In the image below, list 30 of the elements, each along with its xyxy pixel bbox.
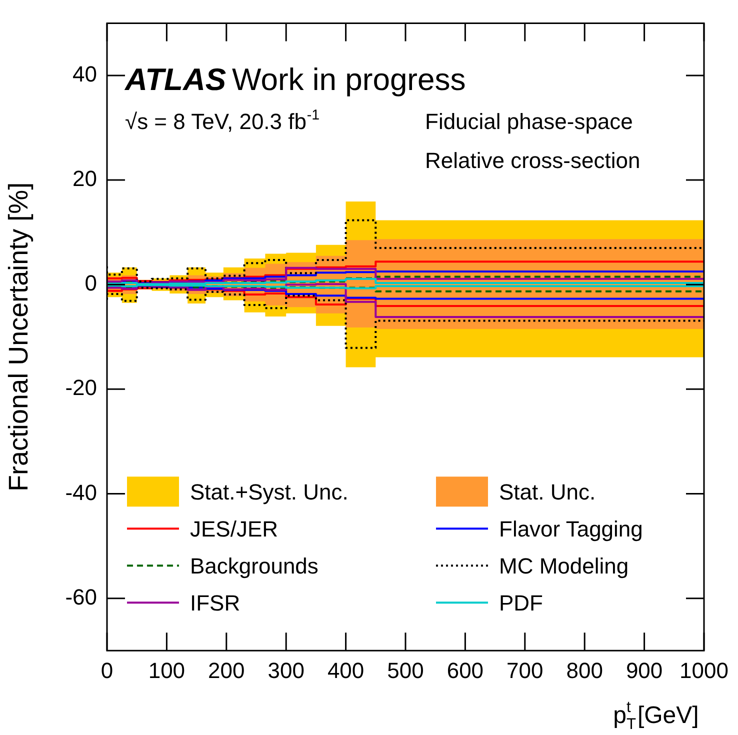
- x-tick-label: 800: [566, 658, 603, 683]
- annotation: Fiducial phase-space: [425, 109, 633, 134]
- y-tick-label: -40: [65, 480, 97, 505]
- x-tick-label: 1000: [680, 658, 728, 683]
- legend-label: Backgrounds: [190, 554, 318, 579]
- annotation: ATLAS: [124, 62, 226, 98]
- y-tick-label: 20: [72, 166, 97, 192]
- x-tick-label: 300: [268, 658, 304, 683]
- x-tick-label: 700: [506, 658, 544, 683]
- legend-label: Stat.+Syst. Unc.: [190, 480, 348, 505]
- y-tick-label: -60: [65, 584, 97, 610]
- y-tick-label: 0: [84, 270, 97, 296]
- x-tick-label: 600: [446, 658, 484, 683]
- x-tick-label: 0: [100, 658, 114, 683]
- legend-label: PDF: [499, 590, 543, 616]
- x-tick-label: 900: [626, 658, 663, 683]
- x-tick-label: 100: [148, 658, 186, 683]
- legend-label: Stat. Unc.: [499, 480, 596, 505]
- legend-label: MC Modeling: [499, 554, 629, 579]
- y-tick-label: -20: [65, 375, 97, 400]
- annotation: Work in progress: [232, 62, 466, 98]
- legend-label: JES/JER: [190, 516, 278, 542]
- x-tick-label: 200: [208, 658, 245, 683]
- x-tick-label: 500: [387, 658, 424, 683]
- legend-label: Flavor Tagging: [499, 516, 643, 542]
- legend-label: IFSR: [190, 590, 240, 616]
- annotation: Relative cross-section: [425, 148, 640, 174]
- x-tick-label: 400: [327, 658, 364, 683]
- y-axis-title: Fractional Uncertainty [%]: [4, 182, 34, 492]
- y-tick-label: 40: [72, 62, 97, 87]
